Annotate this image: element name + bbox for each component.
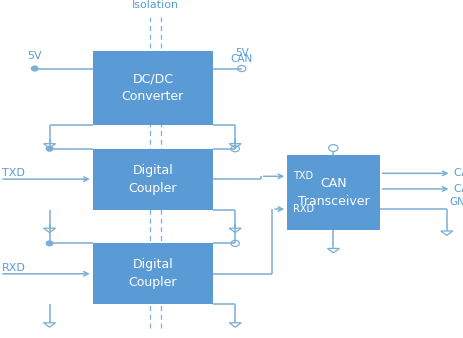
- Circle shape: [46, 146, 53, 151]
- Bar: [93, 51, 213, 125]
- Text: TXD: TXD: [2, 168, 25, 178]
- Bar: [93, 243, 213, 304]
- Text: RXD: RXD: [2, 263, 26, 273]
- Text: 5V: 5V: [235, 48, 249, 58]
- Circle shape: [31, 66, 38, 71]
- Text: CAN
Transceiver: CAN Transceiver: [298, 177, 369, 208]
- Text: Digital
Coupler: Digital Coupler: [129, 164, 177, 195]
- Text: TXD: TXD: [293, 171, 313, 181]
- Text: CAN: CAN: [231, 54, 253, 65]
- Text: CAN L: CAN L: [454, 184, 463, 194]
- Text: Isolation: Isolation: [132, 0, 179, 10]
- Text: GND: GND: [449, 197, 463, 207]
- Circle shape: [46, 241, 53, 246]
- Text: DC/DC
Converter: DC/DC Converter: [122, 72, 184, 103]
- Bar: [287, 155, 380, 230]
- Bar: [93, 149, 213, 210]
- Text: CAN H: CAN H: [454, 168, 463, 178]
- Text: 5V: 5V: [27, 51, 42, 61]
- Text: Digital
Coupler: Digital Coupler: [129, 258, 177, 289]
- Text: RXD: RXD: [293, 204, 314, 214]
